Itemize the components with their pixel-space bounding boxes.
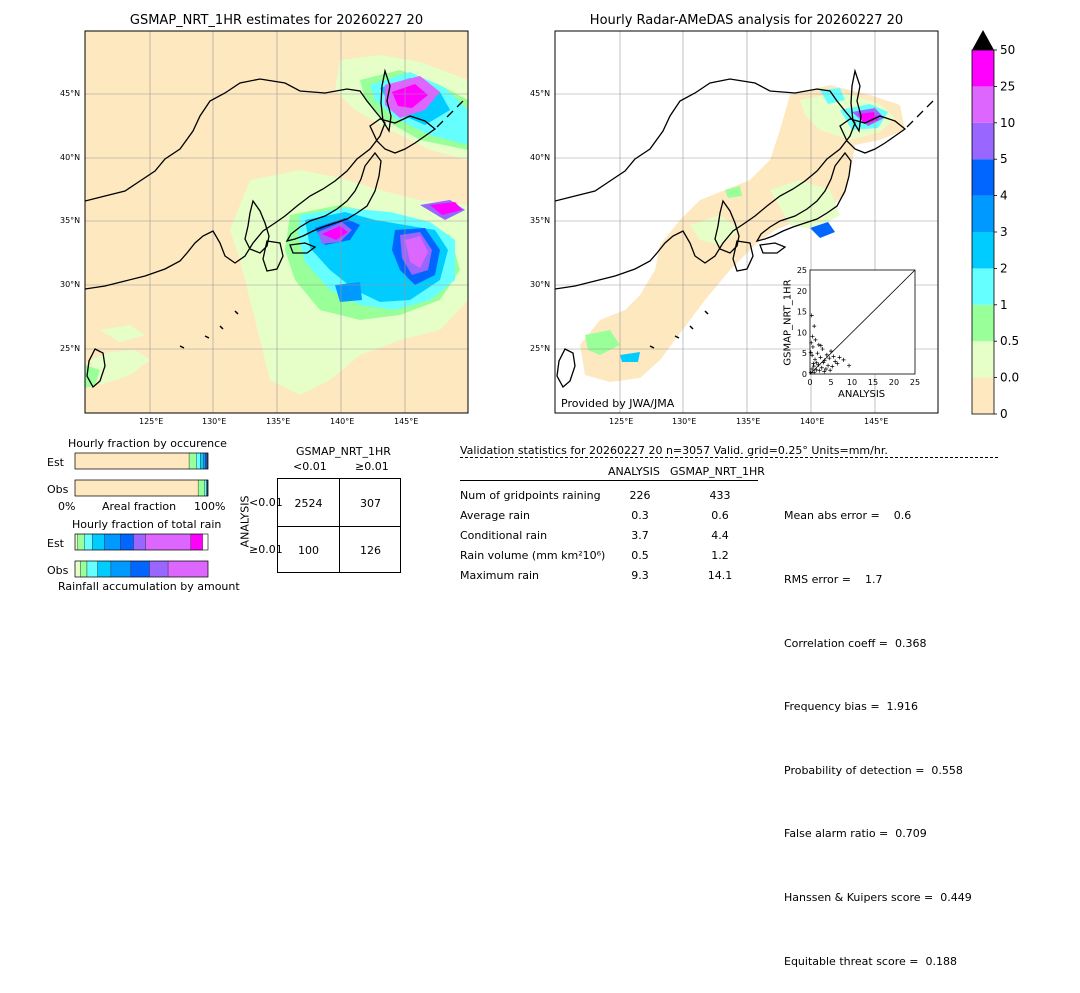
- right-lat-tick-30: 30°N: [530, 280, 550, 289]
- validation-row-analysis: 0.5: [615, 549, 665, 562]
- left-lat-tick-30: 30°N: [60, 280, 80, 289]
- contingency-cell-b: 307: [340, 497, 401, 510]
- contingency-table: 2524 307 100 126: [277, 478, 401, 573]
- occurrence-axis-mid: Areal fraction: [102, 500, 176, 513]
- contingency-cell-d: 126: [340, 544, 401, 557]
- colorbar-label: 10: [1000, 116, 1015, 130]
- validation-row-label: Rain volume (mm km²10⁶): [460, 549, 605, 562]
- colorbar-segment: [972, 123, 994, 159]
- left-lat-tick-35: 35°N: [60, 216, 80, 225]
- validation-col-gsmap: GSMAP_NRT_1HR: [670, 465, 765, 478]
- right-lon-tick-140: 140°E: [800, 417, 824, 426]
- left-lat-tick-25: 25°N: [60, 344, 80, 353]
- validation-col-rule: [460, 480, 758, 481]
- colorbar-label: 1: [1000, 298, 1008, 312]
- colorbar-label: 4: [1000, 189, 1008, 203]
- validation-row-analysis: 226: [615, 489, 665, 502]
- colorbar-segment: [972, 50, 994, 86]
- total-obs-label: Obs: [47, 564, 68, 577]
- left-lon-tick-125: 125°E: [139, 417, 163, 426]
- colorbar: 0 0.01 0.5 1 2 3 4 5 10 25 50: [960, 28, 1020, 418]
- right-lat-tick-25: 25°N: [530, 344, 550, 353]
- validation-row-analysis: 9.3: [615, 569, 665, 582]
- colorbar-label: 0.01: [1000, 371, 1020, 385]
- score-ets: Equitable threat score = 0.188: [784, 951, 972, 972]
- colorbar-label: 0.5: [1000, 334, 1019, 348]
- right-lat-tick-45: 45°N: [530, 89, 550, 98]
- colorbar-segment: [972, 196, 994, 232]
- fraction-total-title: Hourly fraction of total rain: [72, 518, 221, 531]
- validation-row-gsmap: 14.1: [695, 569, 745, 582]
- left-lon-tick-140: 140°E: [330, 417, 354, 426]
- validation-row-label: Num of gridpoints raining: [460, 489, 601, 502]
- score-correlation: Correlation coeff = 0.368: [784, 633, 972, 654]
- total-footer: Rainfall accumulation by amount: [58, 580, 240, 593]
- right-lat-tick-40: 40°N: [530, 153, 550, 162]
- contingency-cell-a: 2524: [278, 497, 339, 510]
- colorbar-label: 5: [1000, 152, 1008, 166]
- validation-row-analysis: 0.3: [615, 509, 665, 522]
- left-lon-tick-145: 145°E: [394, 417, 418, 426]
- colorbar-label: 2: [1000, 261, 1008, 275]
- validation-row-gsmap: 4.4: [695, 529, 745, 542]
- colorbar-label: 3: [1000, 225, 1008, 239]
- validation-divider: [460, 457, 998, 458]
- contingency-title: GSMAP_NRT_1HR: [296, 445, 391, 458]
- validation-row-label: Average rain: [460, 509, 530, 522]
- right-lat-tick-35: 35°N: [530, 216, 550, 225]
- scatter-ylabel: GSMAP_NRT_1HR: [783, 273, 794, 373]
- score-frequency-bias: Frequency bias = 1.916: [784, 696, 972, 717]
- score-far: False alarm ratio = 0.709: [784, 823, 972, 844]
- left-lat-tick-40: 40°N: [60, 153, 80, 162]
- contingency-cell-c: 100: [278, 544, 339, 557]
- right-lon-tick-125: 125°E: [609, 417, 633, 426]
- colorbar-label: 25: [1000, 79, 1015, 93]
- scatter-xlabel: ANALYSIS: [838, 389, 885, 400]
- validation-row-gsmap: 1.2: [695, 549, 745, 562]
- left-lon-tick-130: 130°E: [202, 417, 226, 426]
- score-hk: Hanssen & Kuipers score = 0.449: [784, 887, 972, 908]
- validation-header: Validation statistics for 20260227 20 n=…: [460, 444, 888, 457]
- colorbar-segment: [972, 305, 994, 341]
- colorbar-segment: [972, 341, 994, 377]
- validation-row-analysis: 3.7: [615, 529, 665, 542]
- colorbar-label: 50: [1000, 43, 1015, 57]
- colorbar-arrow: [972, 30, 994, 50]
- score-mean-abs-error: Mean abs error = 0.6: [784, 505, 972, 526]
- data-credit: Provided by JWA/JMA: [561, 397, 674, 410]
- right-lon-tick-145: 145°E: [864, 417, 888, 426]
- colorbar-segment: [972, 268, 994, 304]
- left-lon-tick-135: 135°E: [266, 417, 290, 426]
- occurrence-axis-right: 100%: [194, 500, 225, 513]
- total-est-label: Est: [47, 537, 64, 550]
- score-rms-error: RMS error = 1.7: [784, 569, 972, 590]
- validation-row-label: Conditional rain: [460, 529, 547, 542]
- fraction-occurrence-title: Hourly fraction by occurence: [68, 437, 227, 450]
- validation-row-gsmap: 0.6: [695, 509, 745, 522]
- colorbar-segment: [972, 378, 994, 414]
- right-lon-tick-135: 135°E: [736, 417, 760, 426]
- score-pod: Probability of detection = 0.558: [784, 760, 972, 781]
- contingency-col-lt: <0.01: [293, 460, 327, 473]
- occurrence-axis-left: 0%: [58, 500, 75, 513]
- left-lat-tick-45: 45°N: [60, 89, 80, 98]
- colorbar-label: 0: [1000, 407, 1008, 418]
- contingency-col-ge: ≥0.01: [355, 460, 389, 473]
- colorbar-segment: [972, 232, 994, 268]
- validation-col-analysis: ANALYSIS: [608, 465, 660, 478]
- colorbar-segment: [972, 86, 994, 122]
- right-map-title: Hourly Radar-AMeDAS analysis for 2026022…: [555, 13, 938, 28]
- validation-scores: Mean abs error = 0.6 RMS error = 1.7 Cor…: [784, 463, 972, 993]
- validation-row-gsmap: 433: [695, 489, 745, 502]
- right-lon-tick-130: 130°E: [672, 417, 696, 426]
- colorbar-segment: [972, 159, 994, 195]
- occurrence-est-label: Est: [47, 456, 64, 469]
- validation-row-label: Maximum rain: [460, 569, 539, 582]
- occurrence-obs-label: Obs: [47, 483, 68, 496]
